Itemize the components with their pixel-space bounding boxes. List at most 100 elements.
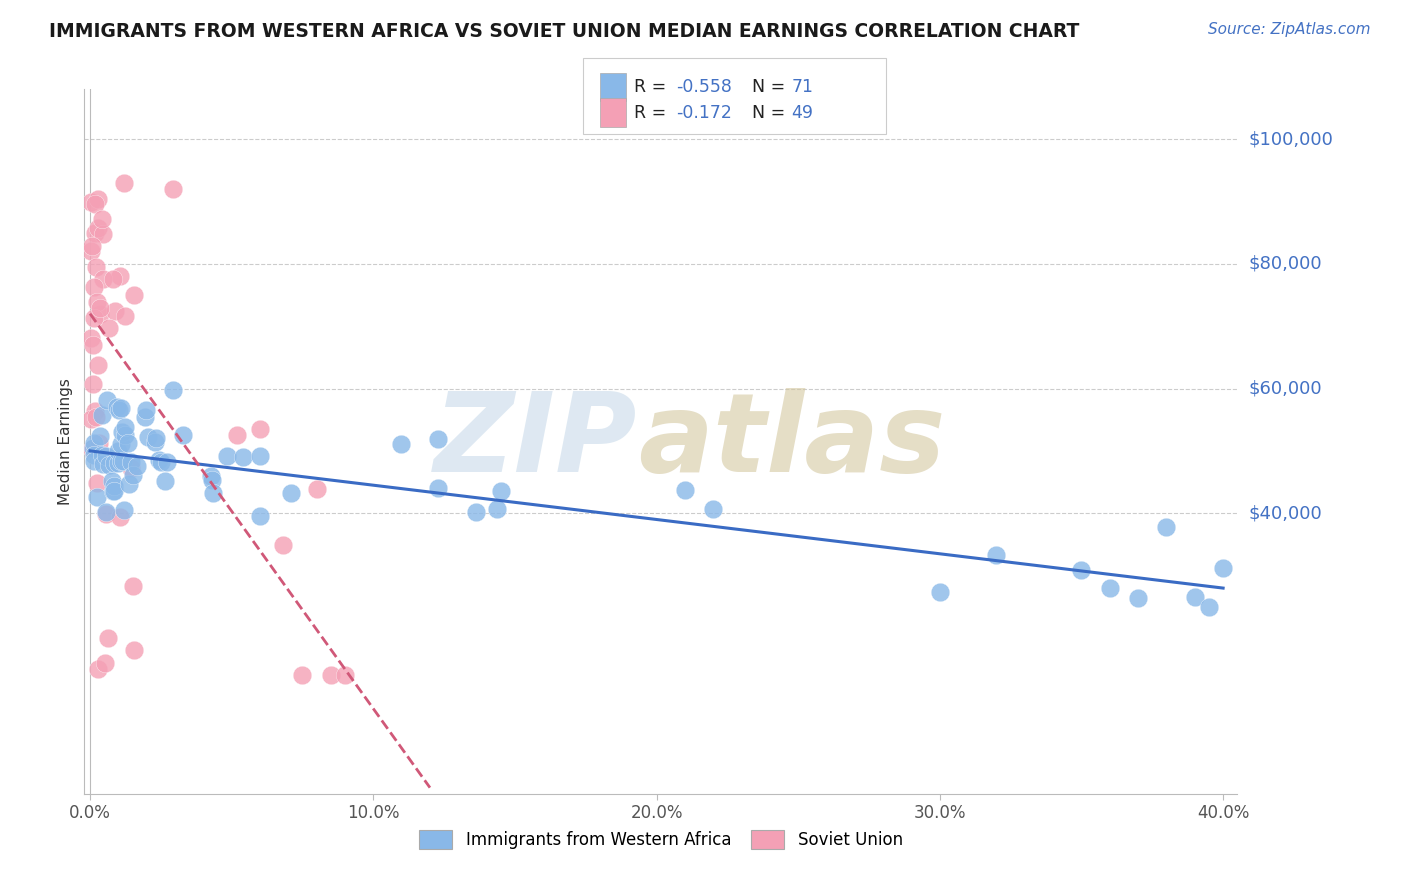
Text: atlas: atlas <box>638 388 945 495</box>
Point <box>83 310 105 325</box>
Point <box>124 288 146 302</box>
Point <box>112 454 135 468</box>
Legend: Immigrants from Western Africa, Soviet Union: Immigrants from Western Africa, Soviet U… <box>412 823 910 856</box>
Point <box>149 455 172 469</box>
Point <box>200 469 222 483</box>
Point <box>1098 581 1121 595</box>
Point <box>87 662 110 676</box>
Point <box>82 442 104 456</box>
Point <box>104 303 127 318</box>
Point <box>105 401 128 415</box>
Point <box>108 402 131 417</box>
Point <box>156 455 179 469</box>
Point <box>333 668 356 682</box>
Point <box>96 392 118 407</box>
Point <box>271 538 294 552</box>
Text: -0.558: -0.558 <box>676 78 733 95</box>
Point <box>1126 591 1149 605</box>
Point <box>249 450 271 464</box>
Point <box>153 474 176 488</box>
Point <box>122 467 145 482</box>
Text: 49: 49 <box>792 103 814 121</box>
Point <box>110 454 132 468</box>
Point <box>249 422 271 436</box>
Point <box>249 509 271 524</box>
Point <box>114 427 136 442</box>
Point <box>82 376 104 391</box>
Point <box>94 656 117 670</box>
Point <box>91 408 114 422</box>
Point <box>83 436 105 450</box>
Point <box>84 260 107 275</box>
Point <box>114 420 136 434</box>
Point <box>83 226 105 240</box>
Point <box>103 483 125 498</box>
Point <box>94 505 117 519</box>
Point <box>94 507 117 521</box>
Point <box>82 441 104 455</box>
Point <box>89 436 111 450</box>
Text: N =: N = <box>741 103 790 121</box>
Point <box>114 503 136 517</box>
Point <box>82 338 104 352</box>
Point <box>673 483 696 497</box>
Point <box>103 479 125 493</box>
Text: R =: R = <box>634 103 672 121</box>
Point <box>148 452 170 467</box>
Point <box>464 505 486 519</box>
Point <box>83 449 105 463</box>
Point <box>101 475 124 489</box>
Point <box>427 433 450 447</box>
Point <box>114 309 136 323</box>
Point <box>232 450 254 465</box>
Point <box>172 428 194 442</box>
Text: 71: 71 <box>792 78 814 95</box>
Point <box>86 294 108 309</box>
Point <box>83 454 105 468</box>
Text: $60,000: $60,000 <box>1249 379 1322 398</box>
Point <box>83 280 105 294</box>
Point <box>79 194 101 209</box>
Point <box>111 425 134 439</box>
Point <box>108 509 131 524</box>
Point <box>87 358 110 372</box>
Text: IMMIGRANTS FROM WESTERN AFRICA VS SOVIET UNION MEDIAN EARNINGS CORRELATION CHART: IMMIGRANTS FROM WESTERN AFRICA VS SOVIET… <box>49 22 1080 41</box>
Point <box>86 475 108 490</box>
Point <box>83 197 105 211</box>
Point <box>84 404 107 418</box>
Point <box>280 486 302 500</box>
Point <box>101 272 124 286</box>
Point <box>89 301 111 315</box>
Point <box>201 474 224 488</box>
Point <box>201 485 224 500</box>
Text: N =: N = <box>741 78 790 95</box>
Point <box>162 182 184 196</box>
Point <box>319 668 342 682</box>
Point <box>110 401 132 415</box>
Point <box>86 221 108 235</box>
Point <box>136 430 159 444</box>
Point <box>103 456 125 470</box>
Point <box>145 431 167 445</box>
Point <box>80 331 103 345</box>
Point <box>96 449 118 463</box>
Point <box>91 272 114 286</box>
Point <box>135 403 157 417</box>
Point <box>1156 520 1178 534</box>
Point <box>93 457 115 471</box>
Point <box>1070 563 1092 577</box>
Text: $40,000: $40,000 <box>1249 504 1322 522</box>
Point <box>485 502 508 516</box>
Point <box>117 435 139 450</box>
Point <box>291 668 314 682</box>
Point <box>489 484 512 499</box>
Point <box>1198 599 1220 614</box>
Point <box>143 434 166 449</box>
Text: Source: ZipAtlas.com: Source: ZipAtlas.com <box>1208 22 1371 37</box>
Point <box>89 307 111 321</box>
Point <box>98 320 121 334</box>
Point <box>79 244 101 259</box>
Text: $80,000: $80,000 <box>1249 255 1322 273</box>
Point <box>90 448 112 462</box>
Point <box>108 269 131 284</box>
